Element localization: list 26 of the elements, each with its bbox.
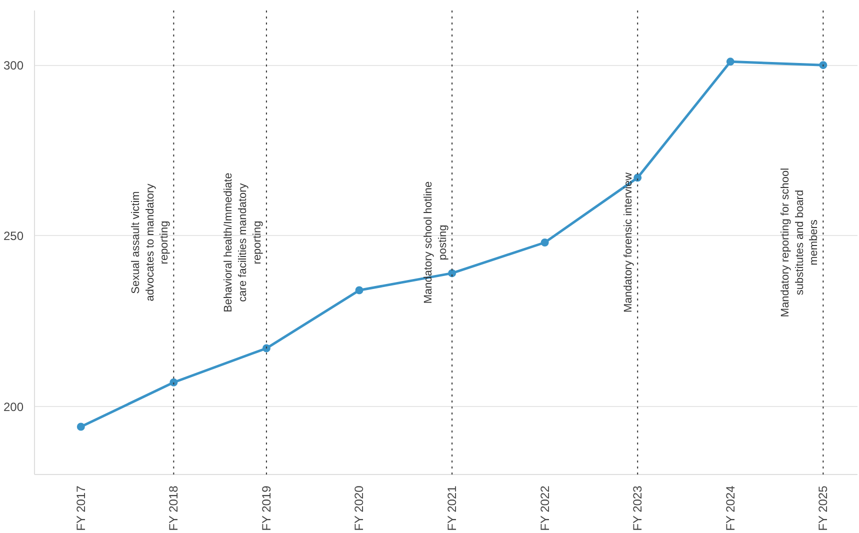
x-tick-label: FY 2024 — [723, 485, 738, 531]
x-tick-label: FY 2023 — [630, 485, 645, 531]
ref-line-label: Mandatory school hotline posting — [422, 181, 450, 304]
y-tick-label: 200 — [3, 400, 24, 414]
point — [262, 344, 270, 352]
point — [355, 286, 364, 294]
point — [76, 422, 85, 431]
x-tick-label: FY 2018 — [166, 485, 181, 531]
y-tick-label: 300 — [3, 58, 24, 73]
ref-line-label: Mandatory forensic interview — [622, 172, 635, 312]
ref-line-label: Mandatory reporting for school substitutes and board members — [779, 168, 820, 318]
point — [819, 61, 828, 70]
x-tick-label: FY 2017 — [74, 485, 88, 531]
x-tick-label: FY 2019 — [259, 485, 274, 531]
point — [726, 58, 734, 66]
x-tick-label: FY 2020 — [352, 485, 366, 531]
x-tick-label: FY 2021 — [445, 485, 460, 531]
point — [540, 238, 549, 246]
ref-line-label: Behavioral health/Immediate care facilities mandatory reporting — [222, 172, 264, 312]
x-tick-label: FY 2022 — [538, 485, 552, 531]
point — [634, 174, 642, 182]
x-tick-label: FY 2025 — [816, 485, 830, 531]
point — [170, 378, 178, 386]
ref-line-label: Sexual assault victim advocates to mandatory reporting — [130, 183, 171, 302]
point — [448, 269, 456, 278]
y-tick-label: 250 — [3, 229, 24, 244]
